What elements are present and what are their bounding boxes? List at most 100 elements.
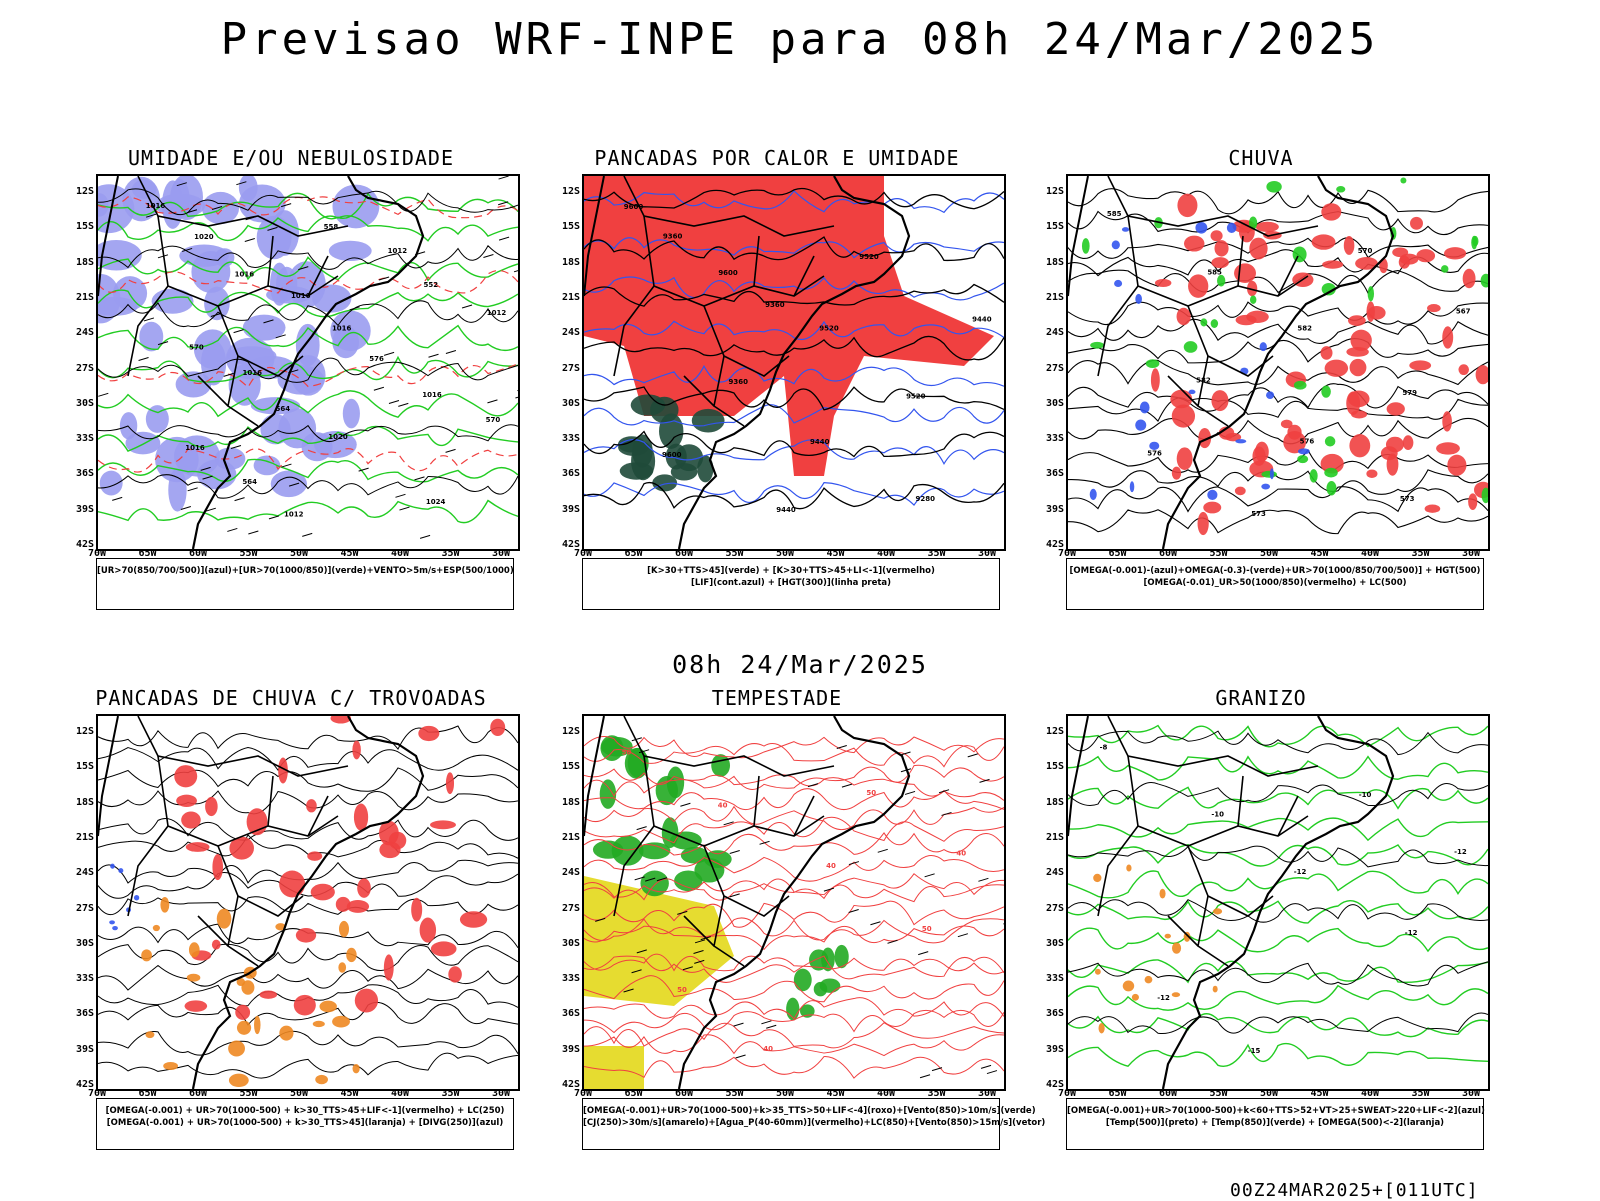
thunderstorm-area xyxy=(235,1004,251,1020)
humidity-area xyxy=(328,240,372,261)
latitude-label: 18S xyxy=(1045,256,1064,268)
omega-area xyxy=(1145,359,1160,368)
thunderstorm-area xyxy=(330,716,352,724)
height-contour xyxy=(1068,383,1488,412)
contour-label: 50 xyxy=(866,789,876,797)
legend-line: [OMEGA(-0.001) + UR>70(1000-500) + k>30_… xyxy=(105,1106,505,1116)
west-coastline xyxy=(584,716,605,837)
political-border xyxy=(267,235,274,287)
latitude-label: 36S xyxy=(561,1008,580,1020)
wind-vector xyxy=(759,840,770,845)
contour-label: 50 xyxy=(677,986,687,994)
humidity-area xyxy=(253,455,281,476)
rain-area xyxy=(1349,358,1367,377)
rain-area xyxy=(1188,274,1209,298)
political-border xyxy=(307,795,329,837)
contour-label: 576 xyxy=(369,355,384,363)
height-contour xyxy=(584,386,1004,411)
longitude-label: 45W xyxy=(826,548,845,559)
rain-area xyxy=(1171,466,1182,480)
wind-vector xyxy=(244,238,255,242)
temp850-contour xyxy=(1068,755,1488,781)
omega-weak-area xyxy=(1266,391,1275,399)
divergence-area xyxy=(133,894,140,901)
rain-area xyxy=(1402,435,1414,451)
omega-weak-area xyxy=(1129,481,1135,493)
panel-hail: GRANIZO 12S 15S 18S 21S 24S 27S 30S 33S 36S 39S 42S… xyxy=(1046,686,1490,1156)
political-border xyxy=(793,255,815,297)
wind-vector xyxy=(918,951,929,956)
latitude-label: 18S xyxy=(1045,796,1064,808)
shower-area xyxy=(141,949,152,962)
wind-vector xyxy=(729,893,740,898)
longitude-label: 45W xyxy=(826,1088,845,1099)
shower-area xyxy=(279,1025,294,1041)
political-border xyxy=(1237,775,1244,827)
rain-area xyxy=(1346,391,1361,416)
longitude-label: 35W xyxy=(441,548,460,559)
streamline xyxy=(98,725,518,750)
rain-area xyxy=(1444,247,1467,260)
longitude-label: 55W xyxy=(1209,1088,1228,1099)
strong-wind-area xyxy=(809,949,829,971)
panel-thunderstorms: PANCADAS DE CHUVA C/ TROVOADAS 12S 15S 18S 2… xyxy=(76,686,520,1156)
thunderstorm-area xyxy=(383,954,394,981)
map-svg: 1016 1016 1016 1016 1016 1012 1012 1012 1016 1020… xyxy=(98,176,518,549)
humidity-area xyxy=(269,262,289,306)
political-border xyxy=(703,305,790,377)
lc850-contour xyxy=(584,997,1004,1020)
latitude-label: 24S xyxy=(561,327,580,339)
humidity-area xyxy=(312,284,352,313)
latitude-label: 18S xyxy=(75,796,94,808)
temp850-contour xyxy=(1068,959,1488,984)
contour-label: 576 xyxy=(1300,437,1315,445)
longitude-label: 70W xyxy=(1057,1088,1077,1099)
wind-vector xyxy=(223,372,234,377)
political-border xyxy=(217,305,304,377)
humidity-area xyxy=(125,431,161,455)
contour-label: 9440 xyxy=(810,438,830,446)
contour-label: 40 xyxy=(956,849,966,857)
height-contour xyxy=(1068,486,1488,513)
rain-area xyxy=(1349,434,1371,458)
convective-potential-area xyxy=(652,474,678,492)
political-border xyxy=(1277,255,1299,297)
wind-vector xyxy=(383,351,395,356)
humidity-contour xyxy=(98,458,518,483)
latitude-label: 27S xyxy=(1045,362,1064,374)
longitude-label: 30W xyxy=(1461,1088,1481,1099)
panel-humidity: UMIDADE E/OU NEBULOSIDADE 12S 15S 18S 21S 24S… xyxy=(76,146,520,616)
shower-area xyxy=(319,1000,337,1013)
lc850-contour xyxy=(584,1009,1004,1034)
longitude-label: 60W xyxy=(674,1088,694,1099)
rain-area xyxy=(1343,236,1355,255)
height-contour xyxy=(1068,210,1488,236)
map-svg: 9600 9600 9520 9520 9600 9440 9520 9440 9360 9440… xyxy=(584,176,1004,549)
omega-area xyxy=(1090,341,1105,349)
contour-label: 585 xyxy=(1107,210,1122,218)
streamline xyxy=(98,859,518,884)
contour-label: -8 xyxy=(1100,743,1108,751)
contour-label: -12 xyxy=(1405,929,1418,937)
wind-vector xyxy=(513,270,518,273)
latitude-label: 12S xyxy=(1045,186,1064,197)
wind-vector xyxy=(823,887,835,892)
shower-area xyxy=(346,947,357,963)
longitude-label: 50W xyxy=(775,548,795,559)
omega-area xyxy=(1293,380,1307,390)
thunderstorm-area xyxy=(212,853,224,881)
height-contour xyxy=(1068,449,1488,473)
rain-area xyxy=(1249,237,1268,260)
contour-label: 1012 xyxy=(487,309,507,317)
wind-vector xyxy=(841,783,853,788)
wind-vector xyxy=(848,861,860,866)
omega-weak-area xyxy=(1135,293,1142,304)
wind-vector xyxy=(638,749,650,754)
longitude-label: 60W xyxy=(188,1088,208,1099)
longitude-label: 50W xyxy=(289,548,309,559)
political-border xyxy=(197,915,229,947)
humidity-contour xyxy=(98,425,518,453)
shower-area xyxy=(254,1015,261,1035)
omega500-area xyxy=(1122,980,1135,992)
wind-vector xyxy=(205,507,216,512)
